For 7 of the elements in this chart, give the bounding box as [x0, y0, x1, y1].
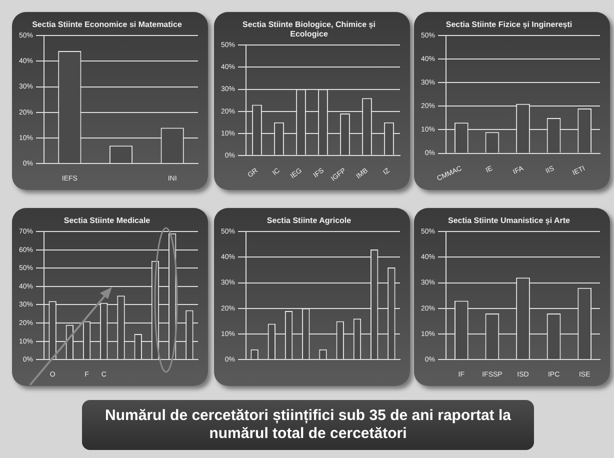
chart-title: Sectia Stiinte Fizice și Inginerești [446, 20, 572, 30]
chart-title: Sectia Stiinte Biologice, Chimice și Ecologice [242, 20, 376, 39]
text: Numărul de cercetători științifici sub 35 de ani raportat la numărul total de cercetători [82, 400, 534, 450]
chart-title: Sectia Stiinte Medicale [64, 216, 151, 226]
chart-title: Sectia Stiinte Economice si Matematice [32, 20, 182, 30]
chart-title: Sectia Stiinte Agricole [266, 216, 352, 226]
chart-title: Sectia Stiinte Umanistice și Arte [448, 216, 571, 226]
